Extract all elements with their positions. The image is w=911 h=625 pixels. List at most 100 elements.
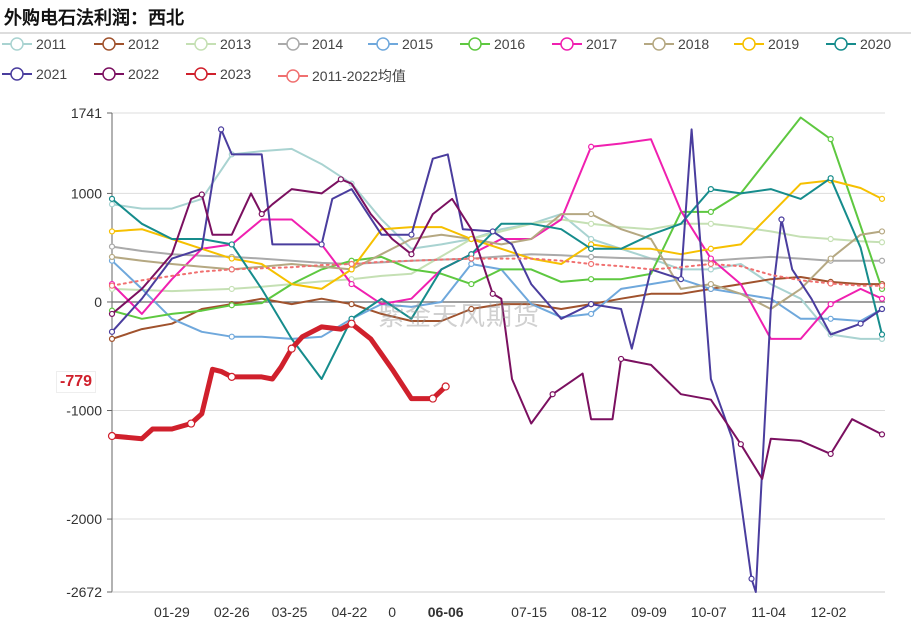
data-point[interactable] <box>707 280 714 288</box>
data-point[interactable] <box>878 239 886 246</box>
data-point[interactable] <box>228 302 235 309</box>
data-point[interactable] <box>198 191 205 198</box>
data-point[interactable] <box>737 441 744 448</box>
data-point[interactable] <box>588 301 595 308</box>
data-point[interactable] <box>588 260 595 268</box>
data-point[interactable] <box>228 266 235 273</box>
data-point[interactable] <box>857 320 864 327</box>
legend-marker-icon <box>644 37 674 51</box>
data-point[interactable] <box>107 431 117 441</box>
legend-item-2015[interactable]: 2015 <box>368 36 433 52</box>
data-point[interactable] <box>337 176 344 183</box>
data-point[interactable] <box>549 391 556 398</box>
data-point[interactable] <box>588 276 595 283</box>
data-point[interactable] <box>617 355 625 363</box>
legend-item-2012[interactable]: 2012 <box>94 36 159 52</box>
data-point[interactable] <box>408 251 415 258</box>
data-point[interactable] <box>878 257 886 264</box>
data-point[interactable] <box>217 126 225 133</box>
data-point[interactable] <box>108 195 116 202</box>
data-point[interactable] <box>707 260 714 268</box>
data-point[interactable] <box>878 282 886 289</box>
data-point[interactable] <box>228 241 235 248</box>
legend-item-2011[interactable]: 2011 <box>2 36 66 52</box>
data-point[interactable] <box>878 195 886 202</box>
data-point[interactable] <box>707 245 714 252</box>
data-point[interactable] <box>588 235 595 243</box>
data-point[interactable] <box>108 253 116 261</box>
data-point[interactable] <box>707 220 714 227</box>
data-point[interactable] <box>878 295 886 302</box>
data-point[interactable] <box>878 305 886 313</box>
data-point[interactable] <box>348 260 355 268</box>
data-point[interactable] <box>677 276 685 283</box>
legend-item-2013[interactable]: 2013 <box>186 36 251 52</box>
data-point[interactable] <box>827 175 834 182</box>
series-line <box>111 177 883 380</box>
data-point[interactable] <box>707 266 714 273</box>
data-point[interactable] <box>778 216 785 223</box>
data-point[interactable] <box>707 208 714 215</box>
data-point[interactable] <box>228 333 235 340</box>
data-point[interactable] <box>108 282 116 289</box>
legend-marker-icon <box>186 67 216 81</box>
data-point[interactable] <box>827 255 834 262</box>
data-point[interactable] <box>428 394 437 403</box>
data-point[interactable] <box>468 260 475 268</box>
series-2021 <box>108 126 886 593</box>
data-point[interactable] <box>108 310 116 318</box>
data-point[interactable] <box>588 253 595 261</box>
data-point[interactable] <box>588 210 595 218</box>
legend-item-2016[interactable]: 2016 <box>460 36 525 52</box>
data-point[interactable] <box>827 280 834 287</box>
data-point[interactable] <box>588 310 595 318</box>
data-point[interactable] <box>187 419 196 428</box>
data-point[interactable] <box>348 301 355 308</box>
legend-item-2021[interactable]: 2021 <box>2 66 67 82</box>
data-point[interactable] <box>827 315 834 322</box>
data-point[interactable] <box>588 143 595 150</box>
data-point[interactable] <box>468 255 475 262</box>
data-point[interactable] <box>707 255 714 262</box>
data-point[interactable] <box>228 255 235 262</box>
data-point[interactable] <box>108 243 116 250</box>
data-point[interactable] <box>441 382 450 391</box>
data-point[interactable] <box>228 285 235 293</box>
data-point[interactable] <box>489 290 496 297</box>
data-point[interactable] <box>707 285 714 293</box>
data-point[interactable] <box>878 228 886 235</box>
data-point[interactable] <box>748 575 755 582</box>
legend-item-2018[interactable]: 2018 <box>644 36 709 52</box>
data-point[interactable] <box>468 305 475 313</box>
data-point[interactable] <box>408 231 415 238</box>
data-point[interactable] <box>468 280 475 288</box>
legend-item-2014[interactable]: 2014 <box>278 36 343 52</box>
data-point[interactable] <box>827 235 834 243</box>
legend-item-2022[interactable]: 2022 <box>94 66 159 82</box>
data-point[interactable] <box>108 335 116 342</box>
legend-item-2023[interactable]: 2023 <box>186 66 251 82</box>
legend-item-2011-2022均值[interactable]: 2011-2022均值 <box>278 66 406 86</box>
data-point[interactable] <box>588 245 595 252</box>
data-point[interactable] <box>827 301 834 308</box>
legend-item-2020[interactable]: 2020 <box>826 36 891 52</box>
data-point[interactable] <box>348 280 355 288</box>
data-point[interactable] <box>827 450 834 458</box>
data-point[interactable] <box>489 228 496 235</box>
data-point[interactable] <box>108 328 116 335</box>
data-point[interactable] <box>108 201 116 208</box>
legend-item-2017[interactable]: 2017 <box>552 36 617 52</box>
data-point[interactable] <box>108 228 116 235</box>
data-point[interactable] <box>878 331 886 338</box>
data-point[interactable] <box>348 266 355 273</box>
data-point[interactable] <box>878 431 886 438</box>
data-point[interactable] <box>707 185 714 193</box>
data-point[interactable] <box>227 372 236 381</box>
data-point[interactable] <box>318 241 325 248</box>
legend-item-2019[interactable]: 2019 <box>734 36 799 52</box>
data-point[interactable] <box>827 136 834 143</box>
data-point[interactable] <box>258 210 265 218</box>
data-point[interactable] <box>588 220 595 227</box>
data-point[interactable] <box>347 319 356 328</box>
data-point[interactable] <box>287 344 296 353</box>
